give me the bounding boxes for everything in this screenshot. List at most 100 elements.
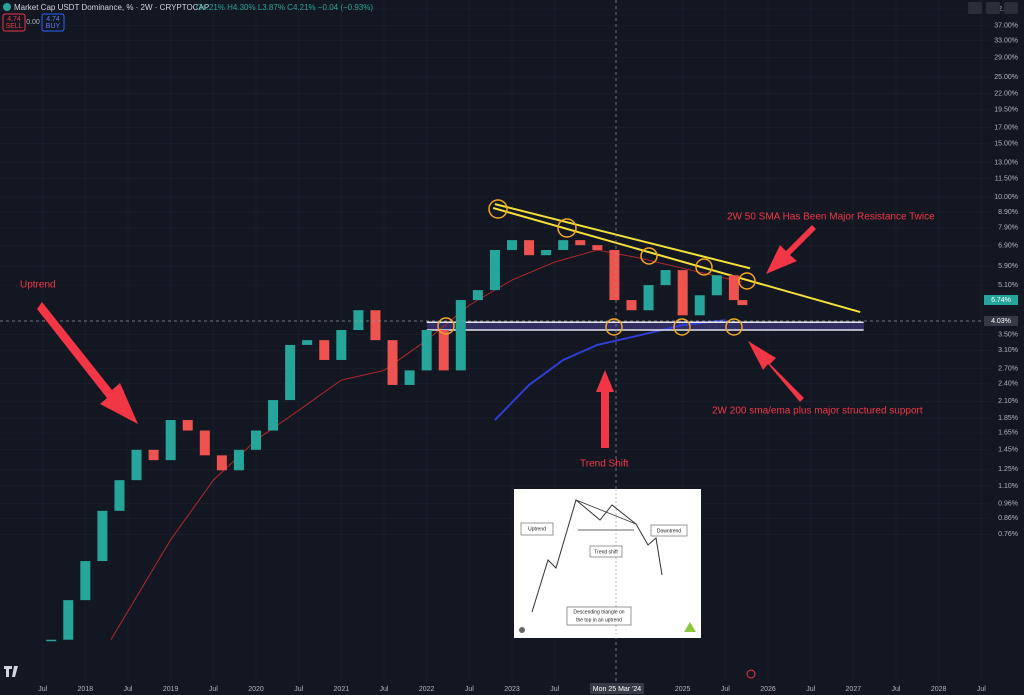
crosshair-date-box [590, 683, 644, 694]
overlay-line [494, 319, 726, 421]
inset-path [531, 499, 663, 613]
y-tick-label: 19.50% [994, 106, 1018, 113]
candle [268, 400, 279, 431]
y-tick-label: 1.10% [998, 483, 1018, 490]
x-tick-label: 2018 [78, 686, 94, 693]
x-tick-label: Jul [209, 686, 218, 693]
x-tick-label: Jul [977, 686, 986, 693]
y-axis-panel [990, 0, 1024, 695]
circle [673, 318, 691, 336]
y-tick-label: 10.00% [994, 194, 1018, 201]
crosshair-price: 4.03% [991, 318, 1011, 325]
y-tick-label: 2.40% [998, 381, 1018, 388]
inset-caption: Descending triangle on [573, 609, 624, 615]
sell-button[interactable] [2, 13, 26, 32]
inset-caption: the top in an uptrend [576, 617, 622, 623]
symbol-icon [3, 3, 11, 11]
sell-price: 4.74 [7, 16, 21, 23]
axes: 42.00%37.00%33.00%29.00%25.00%22.00%19.5… [38, 6, 1018, 693]
y-tick-label: 7.90% [998, 225, 1018, 232]
candle [524, 240, 535, 256]
candle [455, 300, 466, 371]
x-tick-label: 2025 [675, 686, 691, 693]
buy-button[interactable] [41, 13, 65, 32]
toolbar-button[interactable] [968, 2, 982, 14]
y-tick-label: 11.50% [995, 175, 1018, 182]
event-icon[interactable] [746, 669, 756, 679]
y-tick-label: 1.65% [998, 430, 1018, 437]
y-tick-label: 1.25% [998, 466, 1018, 473]
toolbar-button[interactable] [1004, 2, 1018, 14]
x-tick-label: 2023 [504, 686, 520, 693]
inset-logo [684, 622, 696, 632]
crosshair-price-box [984, 316, 1018, 326]
y-tick-label: 5.10% [998, 282, 1018, 289]
candle [387, 340, 398, 385]
crosshair-date: Mon 25 Mar '24 [593, 686, 642, 693]
candle [216, 455, 227, 471]
inset: Uptrend Trend shift Downtrend Descending… [514, 489, 701, 638]
candle [438, 330, 449, 371]
x-tick-label: Jul [124, 686, 133, 693]
candle [370, 310, 381, 341]
candle [592, 245, 603, 250]
candle [643, 285, 654, 311]
candle [251, 430, 261, 450]
symbol-title: Market Cap USDT Dominance, % · 2W · CRYP… [14, 3, 209, 12]
x-tick-label: Jul [294, 686, 303, 693]
buy-price: 4.74 [46, 16, 60, 23]
x-tick-label: 2022 [419, 686, 435, 693]
spread: 0.00 [26, 19, 40, 26]
annotation: Trend Shift [580, 459, 629, 470]
x-tick-label: 2020 [248, 686, 264, 693]
candle [507, 240, 517, 250]
candle [165, 420, 176, 461]
inset-box [520, 522, 554, 536]
y-tick-label: 17.00% [994, 124, 1018, 131]
candle [728, 275, 739, 301]
x-tick-label: 2028 [931, 686, 947, 693]
last-price-box [984, 295, 1018, 305]
circle [437, 317, 455, 335]
y-tick-label: 5.90% [998, 263, 1018, 270]
candle [148, 449, 159, 461]
buy-label: BUY [46, 23, 61, 30]
y-tick-label: 15.00% [994, 141, 1018, 148]
arrows [37, 225, 816, 448]
y-tick-label: 2.70% [998, 365, 1018, 372]
arrow [766, 225, 816, 274]
x-tick-label: Jul [806, 686, 815, 693]
y-tick-label: 2.10% [998, 398, 1018, 405]
candle [575, 240, 586, 246]
y-tick-label: 29.00% [994, 54, 1018, 61]
ohlc: O4.21% H4.30% L3.87% C4.21% −0.04 (−0.93… [196, 3, 373, 12]
candle [114, 480, 125, 511]
candle [199, 430, 210, 456]
candle [319, 340, 330, 360]
y-tick-label: 0.76% [998, 531, 1018, 538]
x-tick-label: Jul [550, 686, 559, 693]
candle [97, 510, 108, 562]
candle [131, 449, 142, 481]
arrow [37, 302, 138, 424]
y-tick-label: 0.86% [998, 515, 1018, 522]
circle [725, 318, 743, 336]
candle [558, 240, 569, 250]
inset-box [589, 545, 623, 558]
y-tick-label: 3.50% [998, 331, 1018, 338]
candle [63, 600, 74, 640]
toolbar-button[interactable] [986, 2, 1000, 14]
candle [46, 639, 57, 642]
y-tick-label: 25.00% [994, 74, 1018, 81]
arrow [748, 341, 804, 402]
x-tick-label: Jul [38, 686, 47, 693]
candle [336, 330, 347, 360]
support-band [427, 322, 864, 330]
candle [421, 330, 432, 371]
inset-box [566, 606, 632, 626]
y-tick-label: 22.00% [994, 91, 1018, 98]
candle [711, 275, 722, 296]
annotation: Uptrend [20, 280, 56, 291]
candle [694, 295, 705, 316]
